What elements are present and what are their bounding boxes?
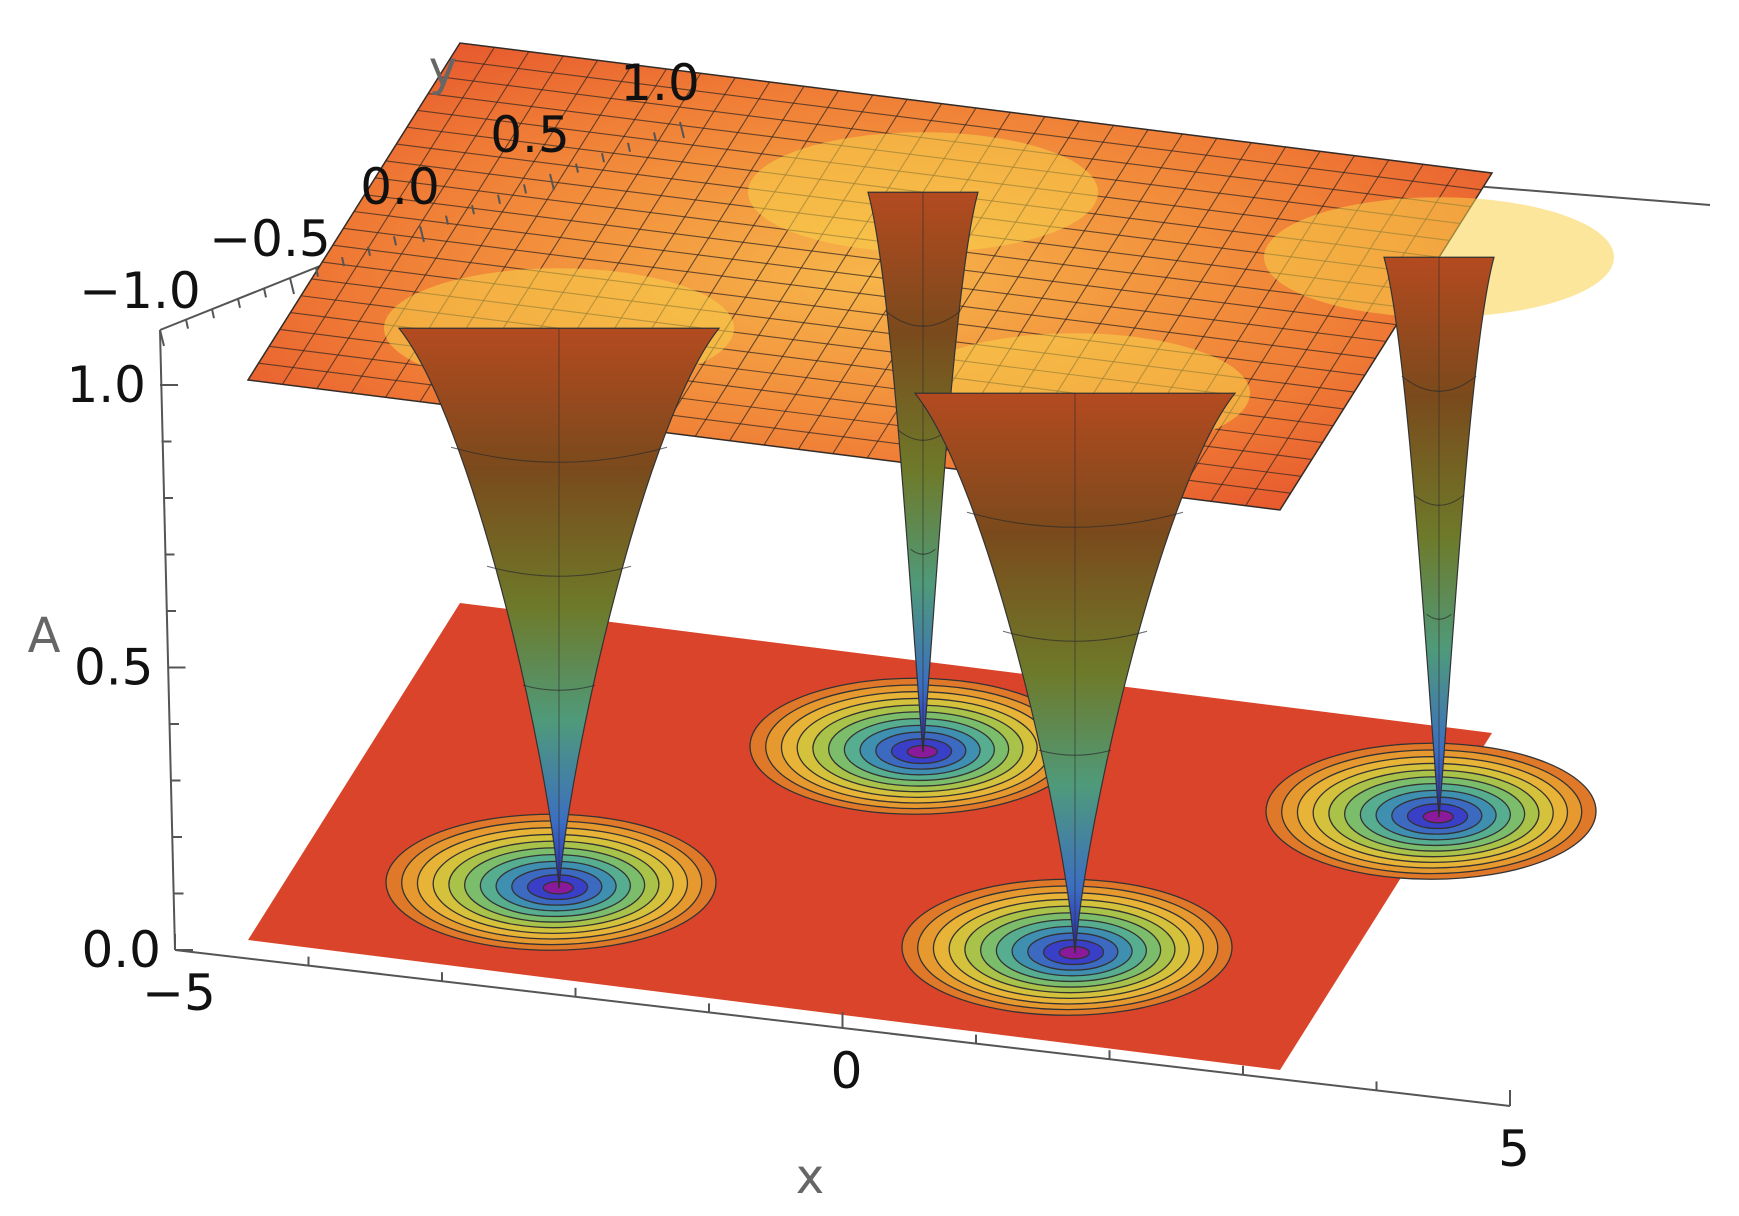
- x-tick-label: 5: [1498, 1120, 1530, 1178]
- y-minor-tick: [393, 236, 397, 246]
- y-tick: [159, 329, 165, 347]
- y-minor-tick: [575, 163, 579, 173]
- z-axis-line: [159, 329, 176, 951]
- y-tick: [679, 121, 685, 139]
- y-tick: [419, 225, 425, 243]
- y-minor-tick: [653, 132, 657, 142]
- y-minor-tick: [315, 267, 319, 277]
- y-minor-tick: [263, 288, 267, 298]
- y-tick-label: −0.5: [209, 210, 330, 268]
- x-axis-label: x: [796, 1149, 824, 1205]
- y-tick: [549, 173, 555, 191]
- y-tick-label: 0.0: [360, 158, 440, 216]
- y-minor-tick: [367, 246, 371, 257]
- y-minor-tick: [471, 204, 475, 215]
- y-tick-label: 0.5: [490, 106, 570, 164]
- y-minor-tick: [211, 308, 215, 319]
- y-minor-tick: [185, 319, 189, 329]
- z-axis-label: A: [28, 608, 61, 664]
- cone-minima: [397, 191, 1495, 954]
- y-minor-tick: [445, 215, 449, 225]
- y-minor-tick: [341, 256, 345, 267]
- mesh-line-y: [459, 42, 1493, 174]
- y-minor-tick: [523, 184, 527, 194]
- x-tick-label: −5: [142, 964, 216, 1022]
- y-tick: [289, 277, 295, 295]
- y-minor-tick: [627, 142, 631, 153]
- z-tick-label: 0.5: [74, 639, 154, 697]
- z-tick-label: 1.0: [66, 356, 146, 414]
- mesh-line-y: [449, 59, 1482, 191]
- x-tick-label: 0: [831, 1042, 863, 1100]
- mesh-line-y: [343, 227, 1376, 359]
- mesh-line-y: [353, 210, 1387, 343]
- y-minor-tick: [497, 194, 501, 205]
- z-tick-label: 0.0: [81, 921, 161, 979]
- y-tick-label: −1.0: [79, 262, 200, 320]
- axis-ticks: 0.0 0.5 1.0 −5 0 5 −1.0−0.5 0.0 0.5 1.0: [66, 54, 1529, 1178]
- y-minor-tick: [601, 152, 605, 163]
- y-minor-tick: [237, 298, 241, 309]
- y-axis-label: y: [429, 41, 457, 97]
- y-tick-label: 1.0: [620, 54, 700, 112]
